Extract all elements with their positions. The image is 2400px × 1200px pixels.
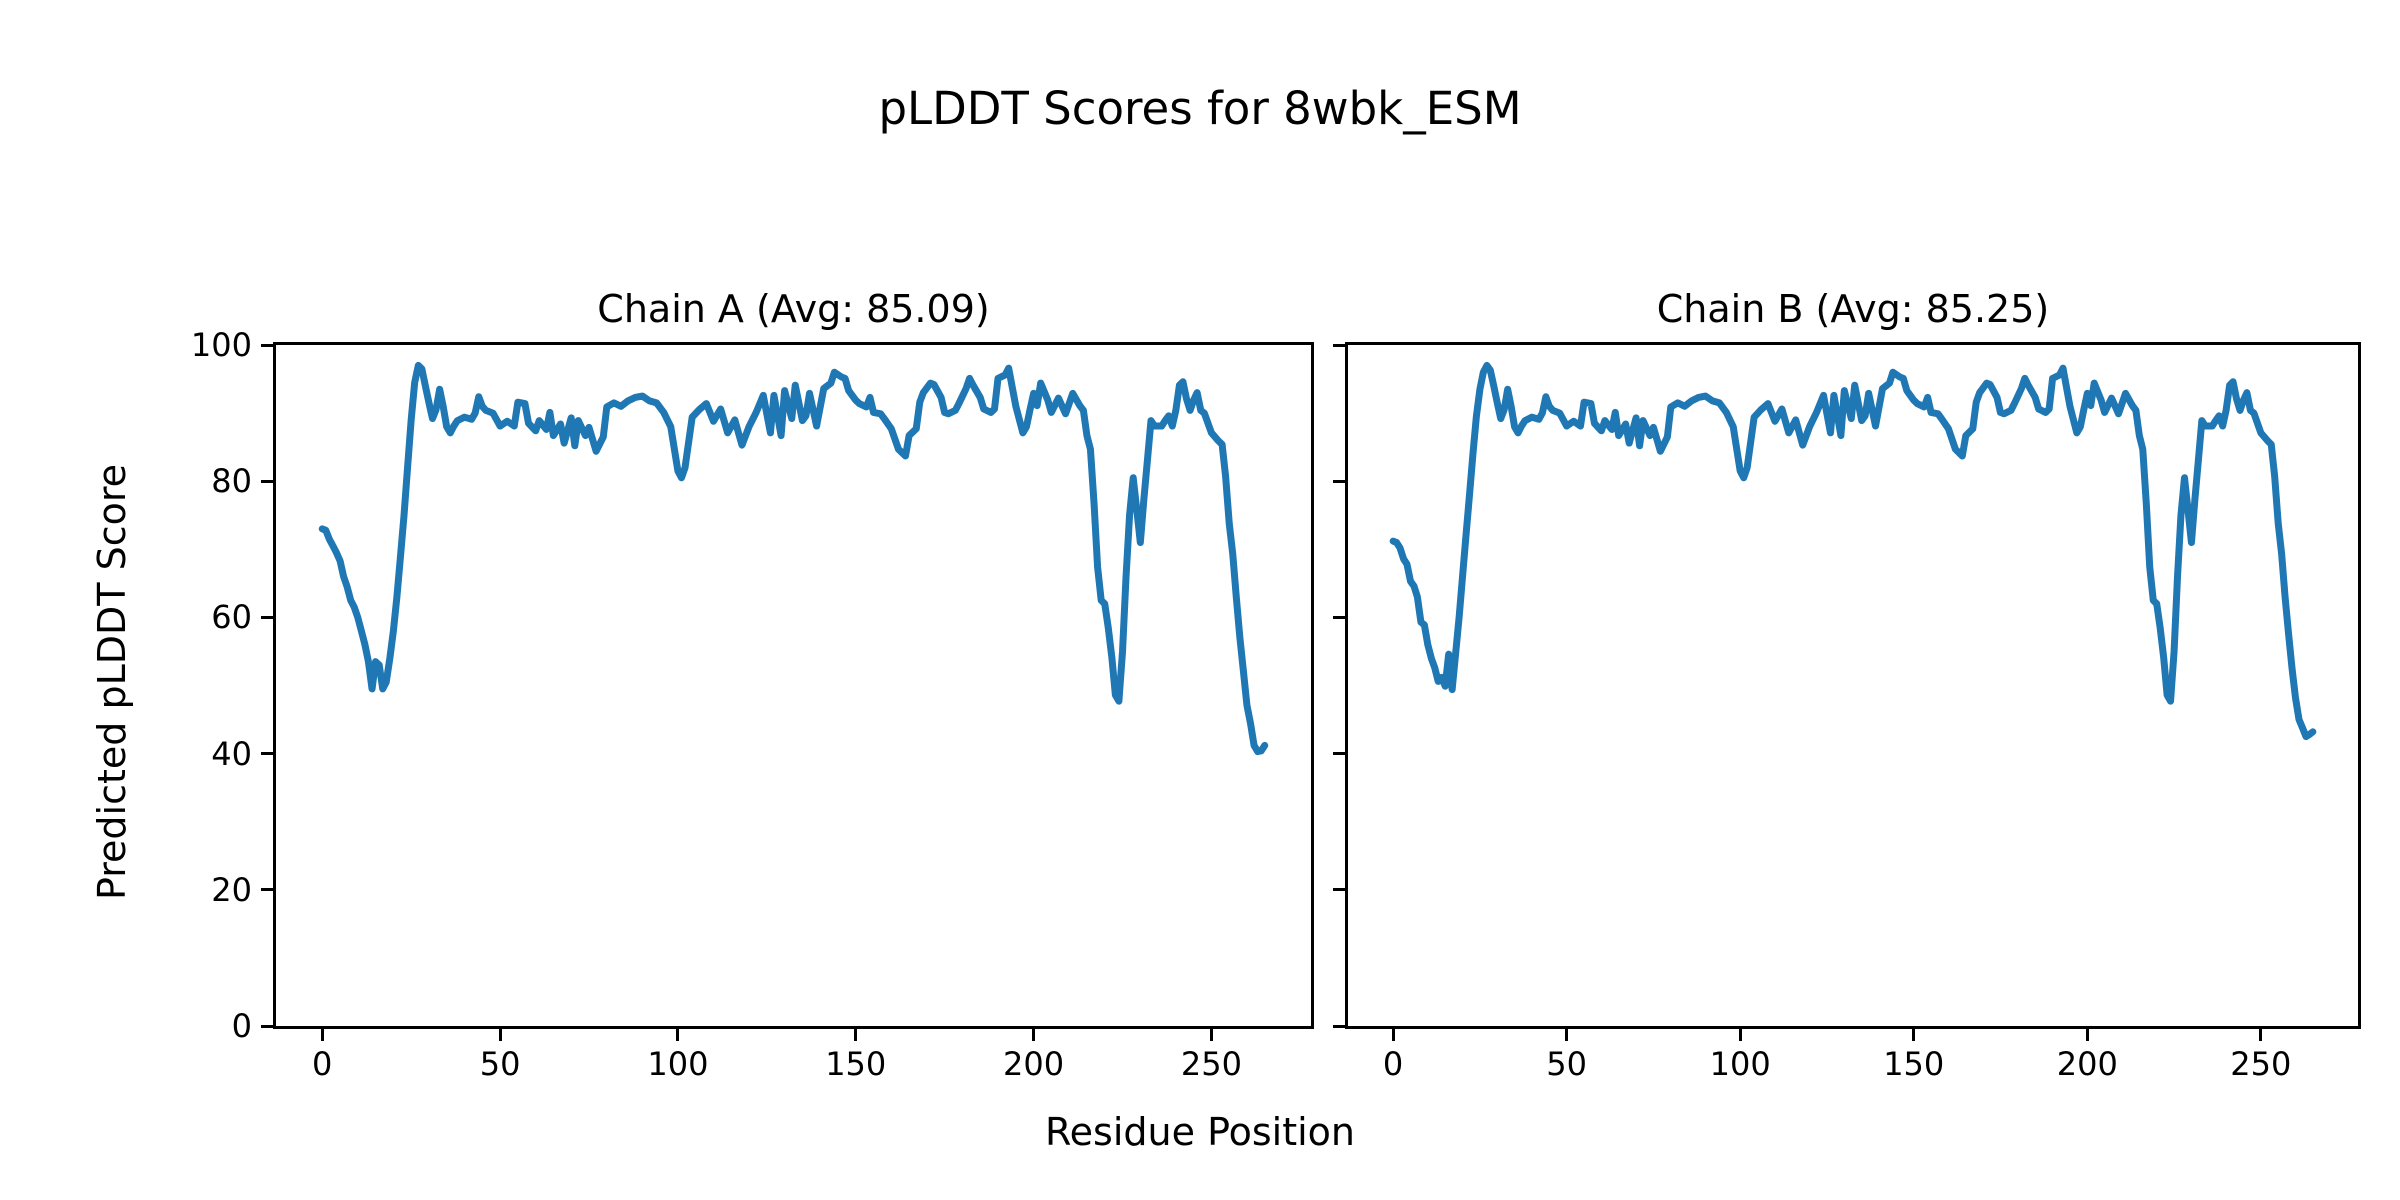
x-tick [1912,1029,1916,1041]
x-tick [2085,1029,2089,1041]
y-tick [261,888,273,892]
y-tick [1333,752,1345,756]
y-tick-label: 80 [211,462,252,501]
x-tick-label: 250 [1180,1045,1242,1083]
y-tick [1333,615,1345,619]
figure-title: pLDDT Scores for 8wbk_ESM [878,82,1522,135]
x-tick-label: 50 [1546,1045,1587,1083]
x-tick [676,1029,680,1041]
y-tick [261,615,273,619]
x-tick-label: 100 [647,1045,709,1083]
x-tick-label: 100 [1709,1045,1771,1083]
x-tick [498,1029,502,1041]
y-tick-label: 40 [211,734,252,773]
x-tick-label: 200 [2056,1045,2118,1083]
axes-title-chain-b: Chain B (Avg: 85.25) [1656,287,2050,331]
x-axis-label: Residue Position [1044,1110,1356,1154]
x-tick-label: 150 [825,1045,887,1083]
x-tick [1209,1029,1213,1041]
y-tick [261,752,273,756]
y-tick-label: 0 [231,1007,252,1045]
x-tick-label: 0 [312,1045,333,1083]
axes-title-chain-a: Chain A (Avg: 85.09) [597,287,990,331]
x-tick [1565,1029,1569,1041]
y-tick [1333,1024,1345,1028]
plot-area-chain-a [276,345,1311,1026]
y-axis-label: Predicted pLDDT Score [90,464,134,900]
y-tick [261,479,273,483]
plddt-line-chain-b [1393,365,2313,736]
y-tick-label: 60 [211,598,252,637]
x-tick [1032,1029,1036,1041]
axes-chain-b: Chain B (Avg: 85.25) 0 50 100 150 200 250 [1333,287,2361,1080]
x-tick-label: 200 [1003,1045,1065,1083]
x-tick [2259,1029,2263,1041]
x-tick-label: 150 [1883,1045,1945,1083]
plddt-line-chain-a [322,365,1264,751]
y-tick-label: 20 [211,870,252,909]
x-tick [1391,1029,1395,1041]
y-tick [261,343,273,347]
axes-chain-a: Chain A (Avg: 85.09) 0 50 100 150 200 250 0 20 4… [191,287,1314,1080]
y-tick [261,1024,273,1028]
y-tick [1333,479,1345,483]
y-tick [1333,888,1345,892]
x-tick-label: 50 [479,1045,521,1083]
x-tick-label: 0 [1382,1045,1404,1083]
x-tick [320,1029,324,1041]
plot-area-chain-b [1348,345,2358,1026]
x-tick [1738,1029,1742,1041]
x-tick-label: 250 [2230,1045,2292,1083]
y-tick [1333,343,1345,347]
y-tick-label: 100 [190,326,252,364]
x-tick [854,1029,858,1041]
